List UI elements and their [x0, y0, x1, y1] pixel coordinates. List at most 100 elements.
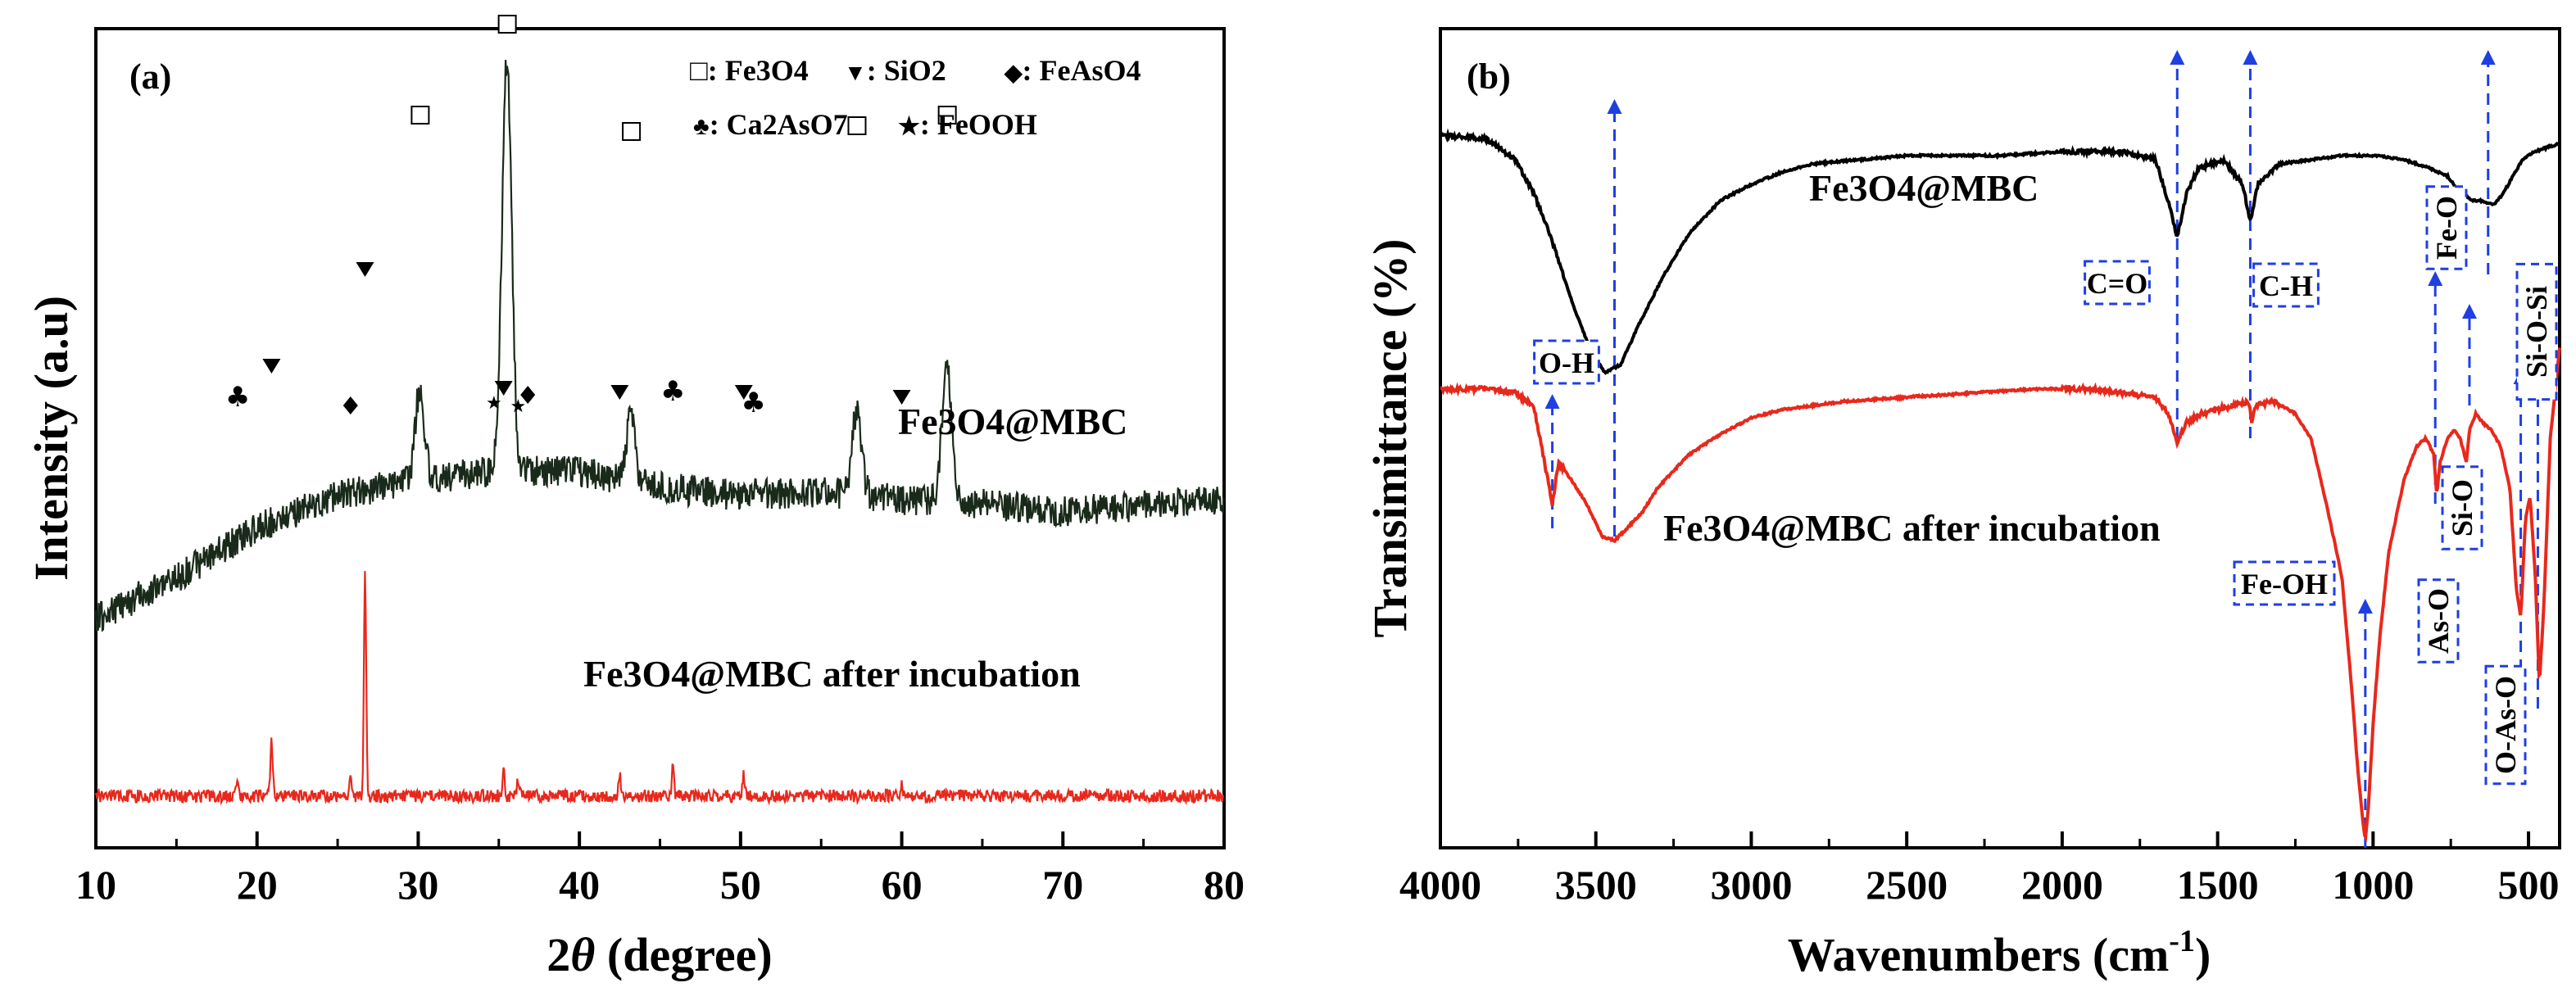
x-tick-label: 3000 — [1710, 862, 1792, 908]
peak-arrow-head — [2480, 50, 2496, 65]
annotation-c-h: C-H — [2252, 262, 2320, 308]
sio2-peak-marker — [892, 390, 911, 405]
annotation-text: As-O — [2422, 588, 2455, 654]
series-label-b-incubated: Fe3O4@MBC after incubation — [1663, 507, 2161, 549]
x-tick-label: 2500 — [1866, 862, 1948, 908]
legend-fe3o4-marker: □ — [690, 54, 708, 87]
x-tick-label: 2000 — [2021, 862, 2103, 908]
panel-a-ylabel: Intensity (a.u) — [25, 296, 78, 581]
panel-b-series — [1440, 128, 2561, 843]
annotation-box — [2425, 185, 2468, 270]
panel-a-xlabel-suffix: (degree) — [595, 928, 772, 981]
annotation-box — [2515, 262, 2558, 401]
fe3o4-peak-marker — [937, 106, 957, 125]
annotation-o-as-o: O-As-O — [2484, 664, 2527, 786]
annotation-text: O-H — [1539, 346, 1594, 379]
sio2-peak-marker — [356, 262, 374, 277]
legend-feaso4-marker: ◆ — [1004, 61, 1023, 86]
x-tick-label: 3500 — [1555, 862, 1637, 908]
panel-a-peak-markers: ♣ ★ ★ ♣ ♣ — [225, 15, 957, 419]
panel-a-xlabel-prefix: 2 — [546, 928, 570, 981]
annotation-si-o: Si-O — [2441, 465, 2483, 550]
feooh-peak-marker: ★ — [486, 393, 502, 414]
legend-feaso4-text: : FeAsO4 — [1023, 54, 1141, 87]
legend-ca2aso7-text: : Ca2AsO7 — [710, 108, 848, 141]
annotation-box — [2484, 664, 2527, 786]
fe3o4-peak-marker — [497, 15, 517, 34]
annotation-text: Fe-O — [2430, 196, 2463, 260]
annotation-o-h: O-H — [1533, 339, 1600, 385]
peak-arrow-head — [2461, 304, 2477, 319]
annotation-box — [1533, 339, 1600, 385]
panel-b-xlabel: Wavenumbers (cm-1) — [1788, 924, 2211, 981]
annotation-text: O-As-O — [2489, 676, 2522, 774]
x-tick-label: 80 — [1204, 862, 1245, 908]
legend-fe3o4: □: Fe3O4 — [690, 54, 809, 87]
panel-a-xlabel: 2θ (degree) — [546, 928, 772, 981]
sio2-peak-marker — [610, 385, 629, 400]
panel-a-series — [94, 60, 1225, 806]
ftir-line-mbc — [1440, 128, 2561, 375]
feooh-peak-marker: ★ — [510, 396, 527, 417]
feaso4-peak-marker — [342, 396, 358, 414]
series-label-b-mbc: Fe3O4@MBC — [1809, 167, 2039, 209]
panel-a-x-ticks: 10 20 30 40 50 60 70 80 — [75, 831, 1245, 908]
annotation-fe-o: Fe-O — [2425, 185, 2468, 270]
panel-b-frame — [1439, 27, 2561, 849]
panel-b-xlabel-sup: -1 — [2169, 924, 2195, 958]
peak-arrow-head — [1607, 99, 1622, 114]
peak-arrow-head — [2170, 50, 2185, 65]
legend-sio2-marker: ▼ — [844, 61, 867, 86]
panel-b-ftir-chart: 4000 3500 3000 2500 2000 1500 1000 500 O-H C=O C-… — [1363, 27, 2561, 981]
xrd-line-mbc — [94, 60, 1225, 632]
x-tick-label: 500 — [2498, 862, 2560, 908]
x-tick-label: 70 — [1042, 862, 1083, 908]
x-tick-label: 10 — [75, 862, 116, 908]
legend-feooh: ★: FeOOH — [898, 108, 1037, 141]
annotation-text: Fe-OH — [2241, 568, 2328, 600]
peak-arrow-head — [2428, 271, 2443, 286]
panel-a-label: (a) — [129, 57, 171, 97]
panel-b-ylabel: Transimittance (%) — [1363, 239, 1417, 638]
annotation-fe-oh: Fe-OH — [2233, 560, 2336, 606]
annotation-box — [2252, 262, 2320, 308]
ca2aso7-peak-marker: ♣ — [225, 381, 250, 414]
panel-b-xlabel-main: Wavenumbers (cm — [1788, 928, 2170, 981]
legend-fe3o4-text: : Fe3O4 — [708, 54, 809, 87]
fe3o4-peak-marker — [410, 106, 430, 125]
annotation-box — [2417, 578, 2460, 664]
annotation-as-o: As-O — [2417, 578, 2460, 664]
annotation-text: C=O — [2087, 267, 2148, 300]
x-tick-label: 30 — [397, 862, 438, 908]
peak-arrow-head — [2243, 50, 2258, 65]
panel-a-xlabel-theta: θ — [570, 928, 595, 981]
legend-feaso4: ◆: FeAsO4 — [1004, 54, 1141, 87]
legend-feooh-marker: ★ — [898, 113, 920, 140]
annotation-c-o: C=O — [2084, 260, 2151, 306]
feaso4-peak-marker — [520, 386, 536, 404]
fe3o4-peak-marker — [622, 122, 642, 141]
panel-b-x-ticks: 4000 3500 3000 2500 2000 1500 1000 500 — [1399, 831, 2560, 908]
peak-arrow-head — [2357, 599, 2373, 614]
x-tick-label: 40 — [559, 862, 600, 908]
x-tick-label: 4000 — [1399, 862, 1481, 908]
xrd-line-incubated — [94, 571, 1225, 806]
ftir-line-incubated — [1440, 347, 2561, 843]
panel-b-annotations: O-H C=O C-H Fe-O Si-O-Si Fe-OH Si-O As-O O-As-O — [1533, 185, 2558, 786]
annotation-text: C-H — [2259, 270, 2313, 302]
series-label-incubated: Fe3O4@MBC after incubation — [583, 653, 1081, 695]
annotation-box — [2084, 260, 2151, 306]
sio2-peak-marker — [262, 359, 281, 374]
annotation-text: Si-O-Si — [2520, 286, 2553, 378]
ca2aso7-peak-marker: ♣ — [741, 387, 765, 419]
annotation-box — [2233, 560, 2336, 606]
fe3o4-peak-marker — [847, 116, 867, 135]
legend-ca2aso7: ♣: Ca2AsO7 — [693, 108, 848, 141]
legend-ca2aso7-marker: ♣ — [693, 113, 710, 140]
sio2-peak-marker — [734, 385, 753, 400]
sio2-peak-marker — [494, 381, 513, 396]
x-tick-label: 20 — [237, 862, 278, 908]
panel-a-legend: □: Fe3O4 ▼: SiO2 ◆: FeAsO4 ♣: Ca2AsO7 ★:… — [690, 54, 1141, 141]
x-tick-label: 1000 — [2332, 862, 2414, 908]
